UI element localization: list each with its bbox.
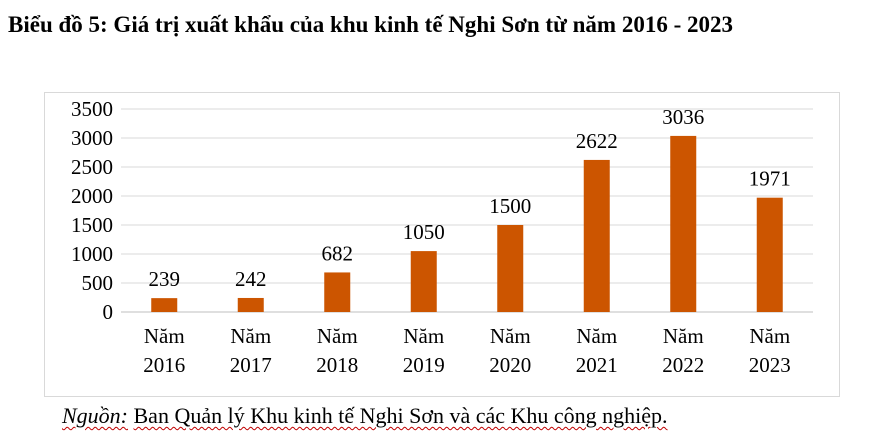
y-tick-label: 2500 xyxy=(71,155,113,179)
x-tick-label: 2020 xyxy=(489,353,531,377)
bar xyxy=(237,297,264,312)
data-label: 3036 xyxy=(662,105,704,129)
y-tick-label: 1500 xyxy=(71,213,113,237)
x-tick-label: Năm xyxy=(576,324,617,348)
data-label: 1500 xyxy=(489,194,531,218)
bar xyxy=(583,159,610,312)
x-tick-label: 2017 xyxy=(230,353,272,377)
data-label: 239 xyxy=(149,267,181,291)
x-tick-label: 2018 xyxy=(316,353,358,377)
bar xyxy=(497,225,524,312)
x-tick-label: 2023 xyxy=(749,353,791,377)
data-label: 1971 xyxy=(749,167,791,191)
x-tick-label: 2016 xyxy=(143,353,185,377)
bar xyxy=(324,272,351,312)
source-text: Ban Quản lý Khu kinh tế Nghi Sơn và các … xyxy=(133,403,668,428)
chart-title: Biểu đồ 5: Giá trị xuất khẩu của khu kin… xyxy=(8,12,733,37)
bar xyxy=(670,135,697,312)
source-note: Nguồn: Ban Quản lý Khu kinh tế Nghi Sơn … xyxy=(62,403,668,429)
bar-chart: 0 500 1000 1500 2000 2500 3000 3500 239 242 682 10… xyxy=(71,97,813,377)
x-tick-label: Năm xyxy=(663,324,704,348)
bars xyxy=(151,135,783,312)
chart-area: 0 500 1000 1500 2000 2500 3000 3500 239 242 682 10… xyxy=(44,92,840,397)
bar xyxy=(410,251,437,312)
bar xyxy=(151,298,178,312)
x-axis-ticks: Năm 2016 Năm 2017 Năm 2018 Năm 2019 Năm 2020 Năm 20… xyxy=(143,324,791,377)
y-tick-label: 3000 xyxy=(71,126,113,150)
data-label: 682 xyxy=(322,241,354,265)
x-tick-label: Năm xyxy=(490,324,531,348)
x-tick-label: Năm xyxy=(403,324,444,348)
y-tick-label: 3500 xyxy=(71,97,113,121)
data-label: 1050 xyxy=(403,220,445,244)
x-tick-label: 2022 xyxy=(662,353,704,377)
y-tick-label: 1000 xyxy=(71,242,113,266)
data-label: 242 xyxy=(235,267,267,291)
data-labels: 239 242 682 1050 1500 2622 3036 1971 xyxy=(149,105,791,291)
x-tick-label: Năm xyxy=(144,324,185,348)
y-axis-ticks: 0 500 1000 1500 2000 2500 3000 3500 xyxy=(71,97,113,324)
source-label: Nguồn: xyxy=(62,403,128,428)
y-tick-label: 0 xyxy=(103,300,114,324)
bar xyxy=(756,197,783,312)
x-tick-label: Năm xyxy=(317,324,358,348)
data-label: 2622 xyxy=(576,129,618,153)
y-tick-label: 500 xyxy=(82,271,114,295)
gridlines xyxy=(121,108,813,313)
x-tick-label: Năm xyxy=(230,324,271,348)
x-tick-label: 2019 xyxy=(403,353,445,377)
x-tick-label: 2021 xyxy=(576,353,618,377)
x-tick-label: Năm xyxy=(749,324,790,348)
y-tick-label: 2000 xyxy=(71,184,113,208)
